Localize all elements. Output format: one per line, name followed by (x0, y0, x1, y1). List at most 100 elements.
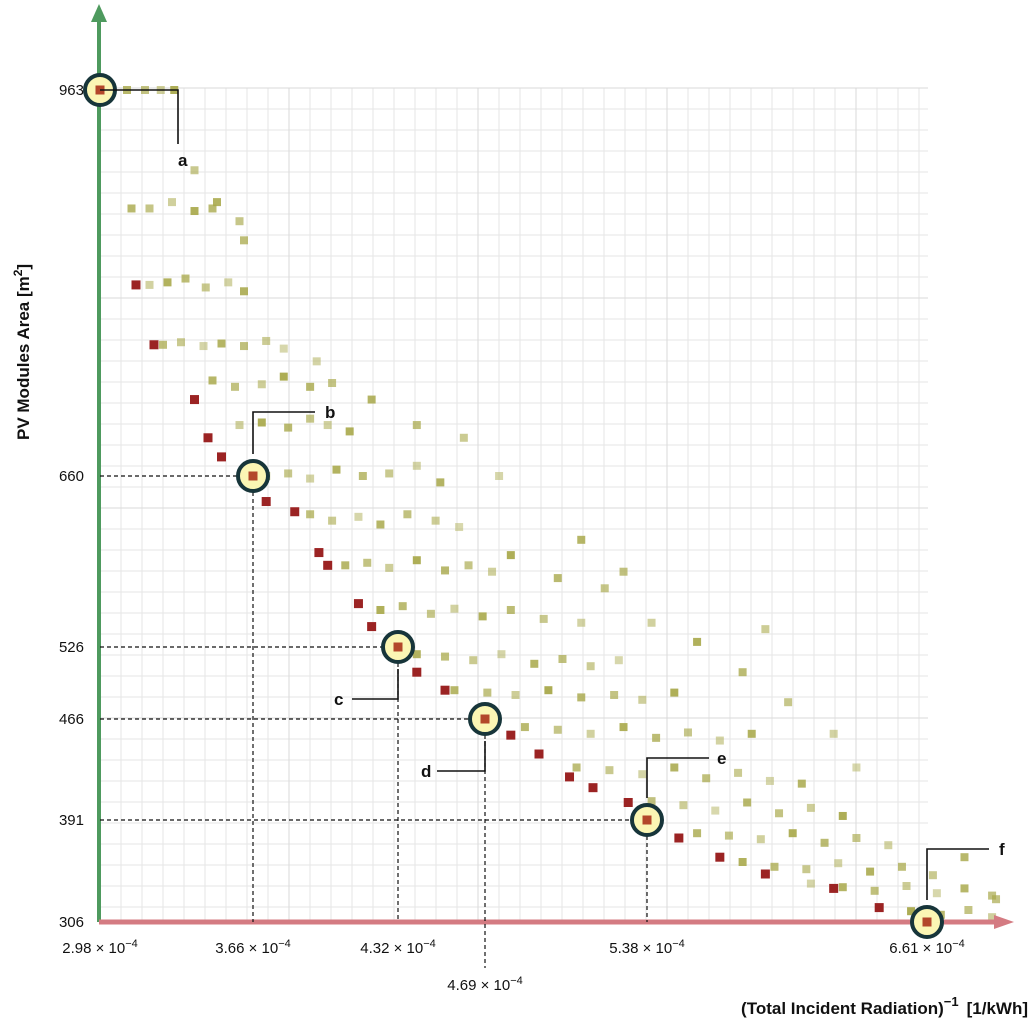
data-point (441, 566, 450, 575)
data-point (586, 662, 595, 671)
y-axis-title-text: PV Modules Area [m (14, 276, 33, 440)
data-point (190, 166, 199, 175)
data-point (870, 886, 879, 895)
x-tick-mantissa: 4.69 × 10 (447, 977, 510, 994)
data-point (770, 862, 779, 871)
callout-label-f: f (999, 840, 1005, 859)
x-axis-title-exp: −1 (944, 994, 959, 1009)
data-point (284, 423, 293, 432)
data-point (506, 605, 515, 614)
data-point (488, 567, 497, 576)
data-point (964, 906, 973, 914)
pareto-point (623, 797, 633, 807)
pareto-point (588, 783, 598, 793)
data-point (181, 274, 190, 283)
data-point (279, 344, 288, 353)
data-point (240, 236, 248, 245)
data-point (734, 768, 743, 777)
data-point (213, 198, 221, 207)
data-point (354, 512, 363, 521)
data-point (363, 558, 372, 567)
data-point (834, 859, 843, 868)
data-point (553, 725, 562, 734)
data-point (693, 637, 702, 646)
data-point (577, 618, 586, 627)
data-point (586, 729, 595, 738)
data-point (530, 659, 539, 668)
data-point (127, 204, 136, 213)
x-tick-exponent: −4 (952, 938, 965, 950)
x-tick-label: 5.38 × 10−4 (609, 938, 685, 957)
data-point (376, 605, 385, 614)
data-point (163, 278, 172, 287)
data-point (838, 811, 847, 820)
data-point (610, 691, 619, 699)
callout-line-b (252, 411, 315, 454)
data-point (670, 763, 679, 772)
data-point (385, 469, 394, 478)
data-point (235, 421, 244, 430)
data-point (852, 834, 861, 842)
pareto-point (290, 507, 300, 517)
data-point (802, 865, 811, 874)
data-point (829, 729, 838, 738)
guide-lines (100, 475, 928, 968)
highlight-point-c (393, 642, 403, 652)
data-point (464, 561, 473, 570)
data-point (231, 382, 239, 391)
data-point (652, 733, 661, 742)
data-point (738, 668, 747, 677)
pareto-point (217, 452, 226, 462)
pareto-point (715, 852, 725, 862)
y-tick-label: 660 (59, 468, 84, 485)
data-point (284, 469, 293, 478)
data-point (747, 729, 756, 738)
callout-line-e (646, 757, 709, 798)
data-point (988, 913, 997, 922)
x-tick-exponent: −4 (672, 938, 685, 950)
axes (91, 4, 1014, 929)
pareto-point (261, 497, 271, 507)
data-point (907, 907, 916, 916)
data-points (95, 85, 1001, 927)
data-point (328, 379, 337, 388)
data-point (469, 656, 478, 665)
data-point (670, 688, 679, 697)
data-point (306, 474, 315, 483)
x-axis-title: (Total Incident Radiation)−1 [1/kWh] (741, 994, 1028, 1018)
callout-line-d (437, 741, 486, 772)
x-tick-label: 4.32 × 10−4 (360, 938, 436, 957)
data-point (866, 867, 875, 876)
data-point (960, 884, 969, 893)
data-point (208, 204, 217, 213)
data-point (511, 691, 520, 699)
pareto-point (534, 749, 544, 759)
data-point (345, 427, 354, 436)
data-point (553, 574, 562, 583)
data-point (928, 871, 937, 880)
data-point (806, 879, 815, 888)
y-axis-title: PV Modules Area [m2] (11, 264, 33, 440)
data-point (577, 693, 586, 702)
data-point (412, 421, 421, 430)
pareto-point (412, 667, 422, 677)
data-point (838, 883, 847, 892)
data-point (177, 338, 185, 347)
data-point (257, 418, 266, 427)
pareto-point (353, 599, 363, 609)
data-point (455, 523, 464, 532)
data-point (797, 779, 806, 788)
data-point (506, 551, 515, 560)
y-tick-label: 963 (59, 82, 84, 99)
data-point (358, 472, 367, 480)
data-point (240, 342, 248, 351)
data-point (605, 766, 614, 775)
pareto-point (367, 622, 377, 632)
data-point (788, 829, 797, 838)
pareto-point (674, 833, 684, 843)
data-point (208, 376, 217, 385)
data-point (572, 763, 581, 772)
data-point (614, 656, 623, 665)
